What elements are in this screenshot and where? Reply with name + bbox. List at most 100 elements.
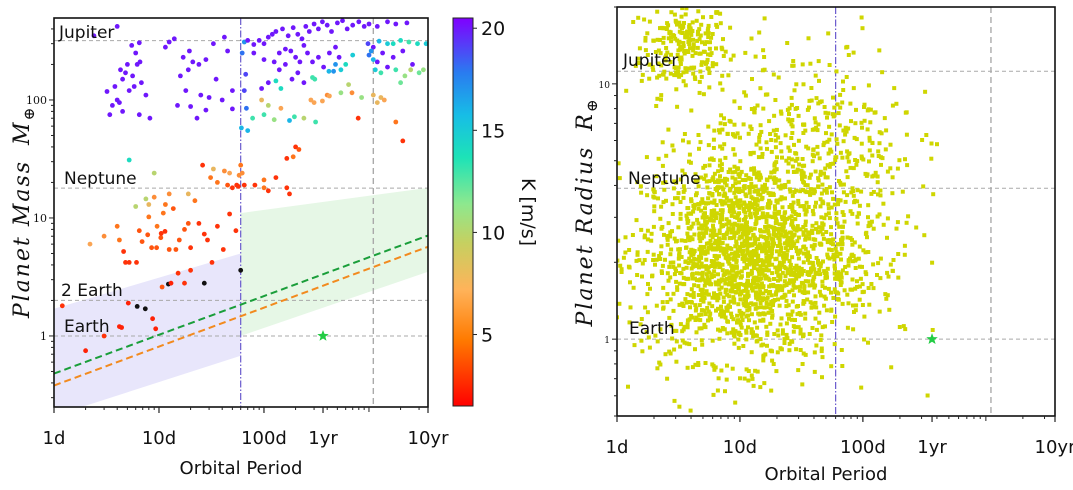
planet-point — [786, 145, 791, 150]
planet-point — [829, 248, 834, 252]
planet-point — [859, 385, 864, 390]
planet-point — [778, 197, 783, 202]
planet-point — [812, 350, 817, 355]
planet-point — [617, 301, 622, 306]
planet-point — [694, 330, 699, 335]
planet-point — [712, 269, 717, 274]
planet-point — [702, 322, 707, 327]
planet-point — [718, 328, 723, 333]
planet-point — [338, 67, 344, 73]
planet-point — [701, 231, 705, 236]
planet-point — [776, 333, 781, 338]
planet-point — [700, 40, 704, 45]
planet-point — [661, 200, 666, 205]
planet-point — [227, 211, 233, 217]
planet-point — [355, 115, 361, 121]
planet-point — [718, 158, 723, 163]
planet-point — [768, 306, 773, 311]
planet-point — [706, 196, 711, 201]
planet-point — [840, 301, 845, 306]
planet-point — [626, 264, 631, 269]
planet-point — [151, 170, 157, 176]
planet-point — [104, 89, 110, 94]
planet-point — [815, 260, 820, 265]
planet-point — [730, 175, 735, 180]
planet-point — [761, 48, 766, 53]
planet-point — [684, 213, 689, 218]
planet-point — [814, 96, 819, 101]
planet-point — [752, 241, 757, 246]
planet-point — [798, 227, 803, 232]
planet-point — [820, 225, 825, 230]
planet-point — [731, 147, 736, 152]
planet-point — [780, 328, 785, 333]
planet-point — [691, 294, 696, 299]
planet-point — [749, 167, 754, 172]
planet-point — [163, 44, 168, 50]
planet-point — [876, 192, 880, 197]
planet-point — [716, 180, 721, 185]
planet-point — [730, 366, 735, 371]
planet-point — [732, 152, 737, 157]
planet-point — [789, 312, 794, 317]
planet-point — [662, 232, 666, 237]
planet-point — [721, 199, 726, 204]
planet-point — [770, 358, 775, 363]
planet-point — [728, 25, 733, 30]
planet-point — [709, 272, 714, 277]
planet-point — [203, 107, 209, 113]
planet-point — [668, 252, 673, 257]
planet-point — [748, 152, 753, 157]
planet-point — [642, 17, 647, 22]
planet-point — [816, 178, 821, 183]
planet-point — [732, 278, 737, 283]
planet-point — [650, 274, 654, 279]
planet-point — [731, 267, 736, 272]
planet-point — [841, 139, 846, 144]
planet-point — [727, 118, 732, 123]
planet-point — [808, 61, 813, 66]
planet-point — [731, 317, 736, 322]
planet-point — [238, 267, 244, 273]
planet-point — [238, 162, 244, 168]
planet-point — [730, 227, 734, 232]
planet-point — [783, 133, 788, 138]
planet-point — [790, 131, 795, 135]
right-ytick-label: 1 — [604, 336, 610, 346]
planet-point — [765, 92, 770, 97]
planet-point — [749, 127, 754, 131]
planet-point — [686, 206, 691, 210]
planet-point — [780, 270, 785, 275]
planet-point — [760, 206, 765, 211]
planet-point — [211, 41, 216, 47]
planet-point — [627, 248, 632, 252]
planet-point — [707, 270, 712, 275]
planet-point — [742, 184, 747, 189]
planet-point — [767, 233, 772, 238]
planet-point — [676, 48, 681, 53]
planet-point — [719, 285, 724, 290]
planet-point — [198, 92, 204, 98]
planet-point — [754, 175, 759, 180]
planet-point — [748, 226, 753, 231]
planet-point — [681, 266, 686, 271]
planet-point — [801, 260, 806, 265]
planet-point — [713, 365, 718, 370]
planet-point — [791, 281, 796, 286]
planet-point — [645, 237, 650, 242]
planet-point — [283, 46, 288, 52]
planet-point — [700, 273, 705, 278]
planet-point — [824, 212, 829, 217]
right-xtick-label: 1yr — [917, 437, 947, 458]
planet-point — [705, 306, 710, 310]
planet-point — [793, 318, 797, 322]
planet-point — [222, 34, 227, 40]
planet-point — [699, 208, 704, 213]
planet-point — [770, 215, 775, 220]
planet-point — [845, 155, 850, 160]
planet-point — [350, 22, 356, 28]
planet-point — [658, 38, 662, 42]
planet-point — [860, 264, 864, 269]
planet-point — [901, 324, 906, 329]
planet-point — [767, 119, 772, 124]
